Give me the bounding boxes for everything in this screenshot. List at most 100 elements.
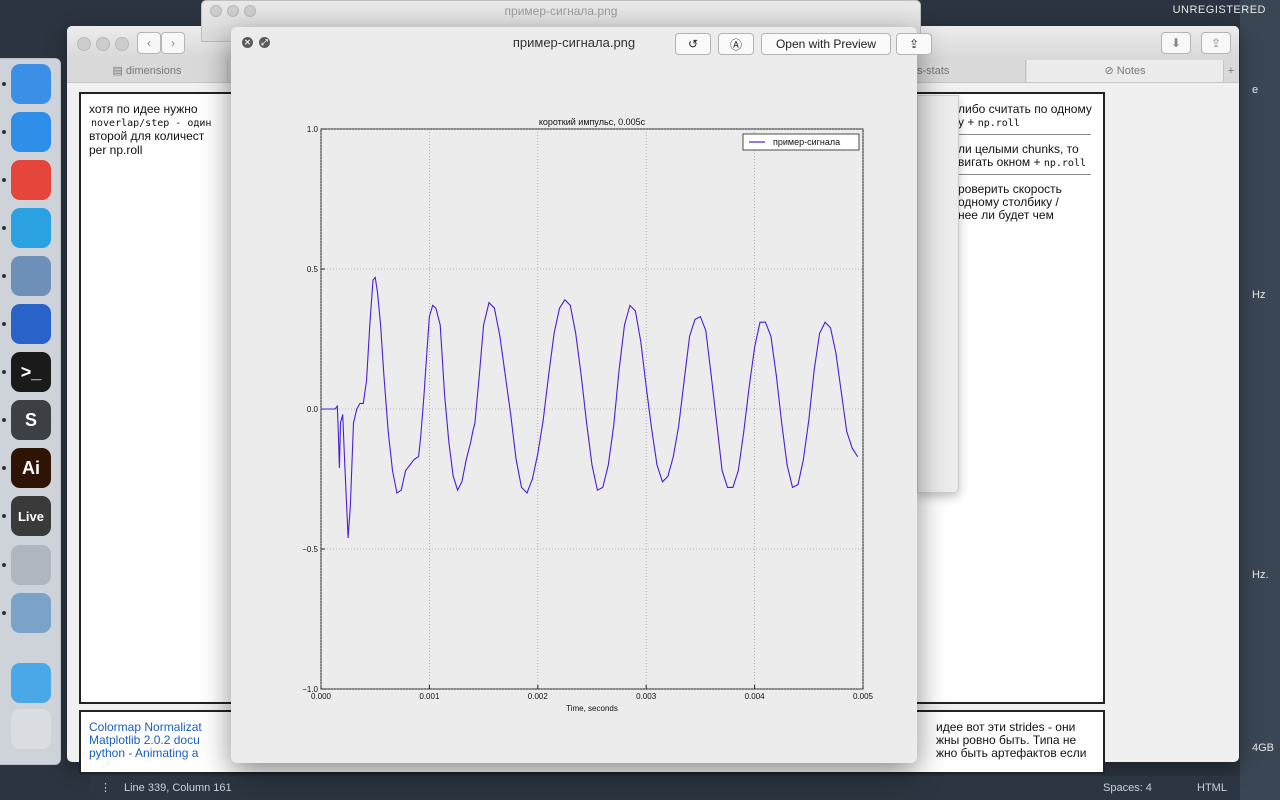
note-line: хотя по идее нужно — [89, 102, 198, 116]
data-point — [366, 380, 367, 382]
chrome-icon[interactable] — [11, 160, 51, 200]
note-line: вигать окном + np.roll — [958, 155, 1086, 171]
share-button[interactable]: ⇪ — [896, 33, 932, 55]
sourcetree-icon[interactable] — [11, 304, 51, 344]
data-point — [683, 380, 685, 382]
running-indicator — [2, 563, 6, 567]
chevron-left-icon: ‹ — [147, 36, 151, 50]
ableton-live-icon[interactable]: Live — [11, 496, 51, 536]
data-point — [444, 394, 445, 396]
finder-zoom-button[interactable] — [244, 5, 256, 17]
running-indicator — [2, 611, 6, 615]
data-point — [452, 475, 454, 477]
bookmark-link[interactable]: Colormap Normalizat — [89, 720, 202, 734]
menu-icon[interactable]: ⋮ — [100, 782, 111, 794]
note-line: нее ли будет чем — [958, 208, 1054, 222]
editor-close-button[interactable] — [77, 37, 91, 51]
bookmark-link[interactable]: python - Animating a — [89, 746, 199, 760]
preview-icon[interactable] — [11, 256, 51, 296]
data-point — [754, 347, 755, 348]
finder-icon[interactable] — [11, 64, 51, 104]
data-point — [824, 321, 826, 323]
x-tick-label: 0.005 — [853, 692, 874, 701]
finder-minimize-button[interactable] — [227, 5, 239, 17]
data-point — [356, 408, 358, 410]
data-point — [374, 277, 376, 278]
terminal-icon[interactable]: >_ — [11, 352, 51, 392]
forward-button[interactable]: › — [161, 32, 185, 54]
data-point — [426, 347, 428, 348]
tab-label: dimensions — [125, 65, 182, 77]
tab-notes[interactable]: ⊘ Notes — [1027, 60, 1224, 82]
running-indicator — [2, 514, 6, 518]
data-point — [392, 470, 393, 471]
tab-dimensions[interactable]: ▤ dimensions — [67, 60, 228, 82]
new-tab-button[interactable]: + — [1227, 65, 1235, 77]
data-point — [472, 431, 474, 432]
data-point — [819, 333, 821, 334]
edge-text-4: 4GB — [1252, 742, 1275, 754]
data-point — [340, 422, 341, 424]
data-point — [418, 456, 419, 457]
data-point — [504, 375, 506, 376]
telegram-icon[interactable] — [11, 208, 51, 248]
rotate-button[interactable]: ↺ — [675, 33, 711, 55]
data-point — [651, 428, 653, 429]
note-line: идее вот эти strides - они — [936, 720, 1076, 734]
data-point — [721, 470, 723, 471]
tab-stats[interactable]: s-stats — [917, 60, 1026, 82]
indentation-setting[interactable]: Spaces: 4 — [1103, 782, 1152, 794]
note-line-code: noverlap/step - один — [91, 118, 212, 129]
note-line: у + np.roll — [958, 115, 1020, 131]
data-point — [727, 487, 728, 488]
syntax-selector[interactable]: HTML — [1197, 782, 1227, 794]
sublime-text-icon[interactable]: S — [11, 400, 51, 440]
illustrator-icon[interactable]: Ai — [11, 448, 51, 488]
downloads-folder-icon[interactable] — [11, 663, 51, 703]
x-tick-label: 0.001 — [419, 692, 440, 701]
running-indicator — [2, 274, 6, 278]
data-point — [369, 324, 371, 326]
open-with-preview-button[interactable]: Open with Preview — [761, 33, 891, 55]
data-point — [786, 464, 788, 466]
data-point — [607, 464, 609, 466]
image-capture-icon[interactable] — [11, 593, 51, 633]
y-tick-label: 1.0 — [307, 125, 319, 134]
legend-label: пример-сигнала — [773, 137, 840, 147]
data-point — [613, 425, 615, 427]
data-point — [380, 324, 382, 326]
running-indicator — [2, 370, 6, 374]
data-point — [597, 489, 598, 491]
status-bar: ⋮ Line 339, Column 161 Spaces: 4 HTML — [90, 776, 1240, 800]
data-point — [689, 335, 690, 337]
markup-button[interactable]: Ⓐ — [718, 33, 754, 55]
quicklook-fullscreen-button[interactable]: ⤢ — [259, 37, 270, 48]
share-button[interactable]: ⇪ — [1201, 32, 1231, 54]
editor-zoom-button[interactable] — [115, 37, 129, 51]
note-line: второй для количест — [89, 129, 205, 143]
quicklook-window: ✕ ⤢ пример-сигнала.png ↺ Ⓐ Open with Pre… — [231, 27, 932, 763]
divider — [956, 134, 1091, 135]
trash-icon[interactable] — [11, 709, 51, 749]
download-button[interactable]: ⬇ — [1161, 32, 1191, 54]
data-point — [372, 279, 374, 281]
x-tick-label: 0.003 — [636, 692, 657, 701]
safari-icon[interactable] — [11, 112, 51, 152]
editor-minimize-button[interactable] — [96, 37, 110, 51]
data-point — [857, 456, 858, 457]
data-point — [344, 464, 346, 466]
data-point — [559, 307, 560, 309]
bookmark-link[interactable]: Matplotlib 2.0.2 docu — [89, 733, 200, 747]
x-tick-label: 0.004 — [745, 692, 766, 701]
dock: >_ S Ai Live — [0, 58, 61, 765]
running-indicator — [2, 130, 6, 134]
data-point — [337, 431, 339, 432]
data-point — [781, 422, 783, 424]
back-button[interactable]: ‹ — [137, 32, 161, 54]
quicklook-close-button[interactable]: ✕ — [242, 37, 253, 48]
finder-close-button[interactable] — [210, 5, 222, 17]
share-icon: ⇪ — [1210, 36, 1222, 50]
unregistered-label: UNREGISTERED — [1172, 4, 1266, 16]
launchpad-rocket-icon[interactable] — [11, 545, 51, 585]
document-icon: ▤ — [112, 65, 126, 77]
